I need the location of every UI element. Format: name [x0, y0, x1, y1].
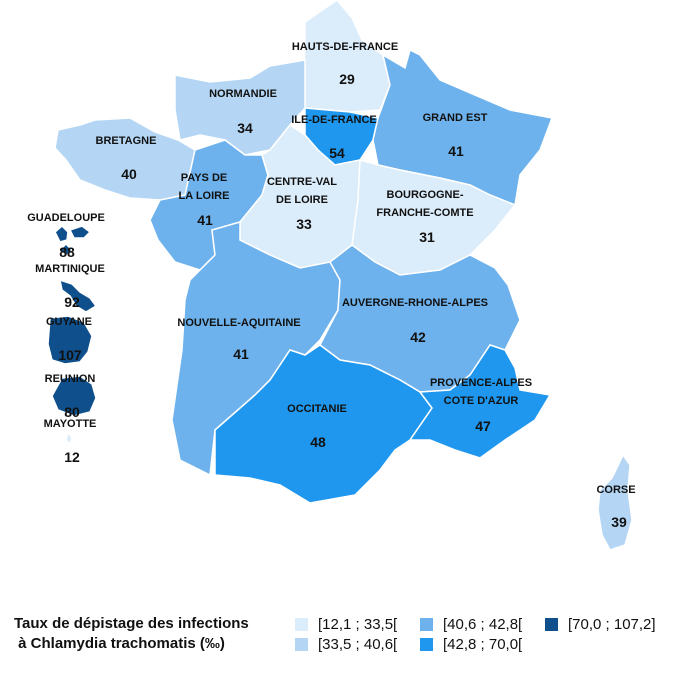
- label-bourgogne-franche-comte-2: FRANCHE-COMTE: [376, 207, 473, 219]
- legend-item-2: [33,5 ; 40,6[: [295, 634, 397, 654]
- label-normandie: NORMANDIE: [209, 88, 277, 100]
- label-grand-est: GRAND EST: [423, 112, 488, 124]
- value-martinique: 92: [64, 294, 80, 310]
- region-reunion: [51, 375, 97, 417]
- label-bretagne: BRETAGNE: [96, 135, 157, 147]
- legend-label-1: [12,1 ; 33,5[: [318, 615, 398, 633]
- label-ile-de-france: ILE-DE-FRANCE: [291, 114, 377, 126]
- legend-swatch-2: [295, 637, 308, 651]
- label-pays-de-la-loire-2: LA LOIRE: [179, 190, 230, 202]
- label-hauts-de-france: HAUTS-DE-FRANCE: [292, 41, 398, 53]
- legend-title: Taux de dépistage des infections à Chlam…: [14, 614, 304, 654]
- label-centre-val-de-loire-2: DE LOIRE: [276, 194, 328, 206]
- value-mayotte: 12: [64, 449, 80, 465]
- value-provence-alpes-cote-dazur: 47: [475, 418, 491, 434]
- legend-swatch-4: [420, 637, 433, 651]
- value-guadeloupe: 88: [59, 244, 75, 260]
- label-provence-alpes-cote-dazur-2: COTE D'AZUR: [444, 395, 519, 407]
- region-hauts-de-france: [301, 0, 391, 113]
- value-guyane: 107: [58, 347, 82, 363]
- value-nouvelle-aquitaine: 41: [233, 346, 249, 362]
- legend-swatch-5: [545, 617, 558, 631]
- legend-title-line-2: à Chlamydia trachomatis (‰): [14, 635, 225, 652]
- region-mayotte: [65, 430, 73, 446]
- region-guyane: [47, 315, 93, 365]
- label-mayotte: MAYOTTE: [44, 418, 97, 430]
- value-bourgogne-franche-comte: 31: [419, 229, 435, 245]
- region-bretagne: [54, 117, 196, 201]
- region-corse: [597, 453, 633, 551]
- label-occitanie: OCCITANIE: [287, 403, 347, 415]
- label-bourgogne-franche-comte-1: BOURGOGNE-: [387, 189, 464, 201]
- label-auvergne-rhone-alpes: AUVERGNE-RHONE-ALPES: [342, 297, 488, 309]
- label-corse: CORSE: [596, 484, 635, 496]
- value-occitanie: 48: [310, 434, 326, 450]
- value-corse: 39: [611, 514, 627, 530]
- legend-title-line-1: Taux de dépistage des infections: [14, 615, 249, 632]
- label-centre-val-de-loire-1: CENTRE-VAL: [267, 176, 337, 188]
- label-provence-alpes-cote-dazur-1: PROVENCE-ALPES: [430, 377, 532, 389]
- label-nouvelle-aquitaine: NOUVELLE-AQUITAINE: [177, 317, 300, 329]
- region-guadeloupe: [54, 224, 92, 258]
- region-grand-est: [372, 48, 554, 207]
- france-region-map: HAUTS-DE-FRANCE 29 NORMANDIE 34 ILE-DE-F…: [27, 0, 636, 551]
- value-hauts-de-france: 29: [339, 71, 355, 87]
- value-reunion: 80: [64, 404, 80, 420]
- value-grand-est: 41: [448, 143, 464, 159]
- value-normandie: 34: [237, 120, 253, 136]
- label-pays-de-la-loire-1: PAYS DE: [181, 172, 227, 184]
- legend-label-3: [40,6 ; 42,8[: [443, 615, 523, 633]
- value-bretagne: 40: [121, 166, 137, 182]
- label-martinique: MARTINIQUE: [35, 263, 105, 275]
- legend-swatch-1: [295, 617, 308, 631]
- legend-item-5: [70,0 ; 107,2]: [545, 614, 656, 634]
- legend-item-4: [42,8 ; 70,0[: [420, 634, 522, 654]
- legend-label-2: [33,5 ; 40,6[: [318, 635, 398, 653]
- legend-swatch-3: [420, 617, 433, 631]
- legend-item-1: [12,1 ; 33,5[: [295, 614, 397, 634]
- value-ile-de-france: 54: [329, 145, 345, 161]
- region-occitanie: [214, 344, 433, 504]
- value-pays-de-la-loire: 41: [197, 212, 213, 228]
- label-guadeloupe: GUADELOUPE: [27, 212, 105, 224]
- legend-label-5: [70,0 ; 107,2]: [568, 615, 656, 633]
- legend-item-3: [40,6 ; 42,8[: [420, 614, 522, 634]
- value-centre-val-de-loire: 33: [296, 216, 312, 232]
- region-martinique: [59, 278, 98, 313]
- legend-label-4: [42,8 ; 70,0[: [443, 635, 523, 653]
- value-auvergne-rhone-alpes: 42: [410, 329, 426, 345]
- label-guyane: GUYANE: [46, 316, 92, 328]
- label-reunion: REUNION: [45, 373, 96, 385]
- region-provence-alpes-cote-dazur: [408, 344, 552, 459]
